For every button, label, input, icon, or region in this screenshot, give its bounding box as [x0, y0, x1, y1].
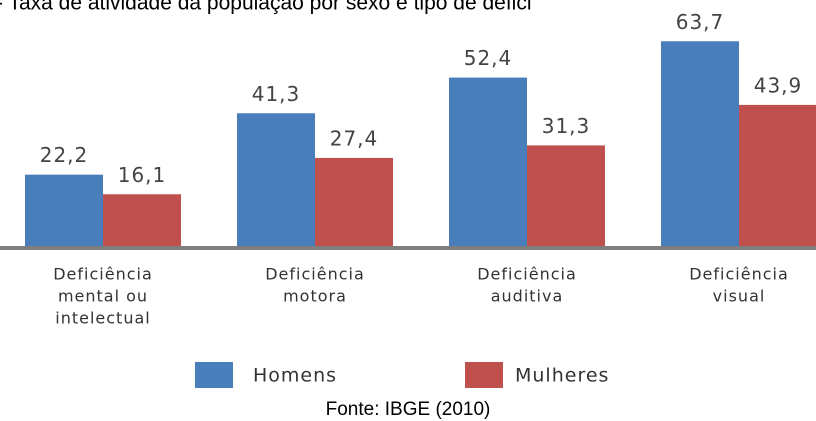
bar	[315, 157, 393, 246]
data-label: 43,9	[754, 73, 803, 97]
data-label: 16,1	[118, 163, 167, 187]
data-label: 22,2	[40, 143, 89, 167]
data-label: 31,3	[542, 114, 591, 138]
legend-swatch	[195, 362, 233, 388]
data-label: 52,4	[464, 46, 513, 70]
x-tick-label: auditiva	[491, 287, 564, 306]
bar	[449, 77, 527, 246]
bar	[103, 194, 181, 246]
source: Fonte: IBGE (2010)	[326, 399, 491, 420]
bar	[25, 174, 103, 246]
baseline	[0, 246, 816, 250]
data-label: 63,7	[676, 10, 725, 34]
data-label: 27,4	[330, 126, 379, 150]
bar	[739, 104, 816, 247]
legend-swatch	[465, 362, 503, 388]
data-label: 41,3	[252, 82, 301, 106]
x-tick-label: Deficiência	[265, 265, 365, 284]
x-tick-label: motora	[283, 287, 347, 306]
x-tick-label: Deficiência	[477, 265, 577, 284]
bar	[661, 41, 739, 246]
x-tick-label: visual	[713, 287, 766, 306]
legend-label: Mulheres	[515, 365, 609, 387]
legend-label: Homens	[253, 365, 337, 387]
bar	[237, 113, 315, 246]
x-tick-label: mental ou	[58, 287, 148, 306]
x-tick-label: intelectual	[55, 309, 150, 328]
chart-title: - Taxa de atividade da população por sex…	[0, 0, 531, 15]
x-tick-label: Deficiência	[689, 265, 789, 284]
bar	[527, 145, 605, 246]
x-tick-label: Deficiência	[53, 265, 153, 284]
